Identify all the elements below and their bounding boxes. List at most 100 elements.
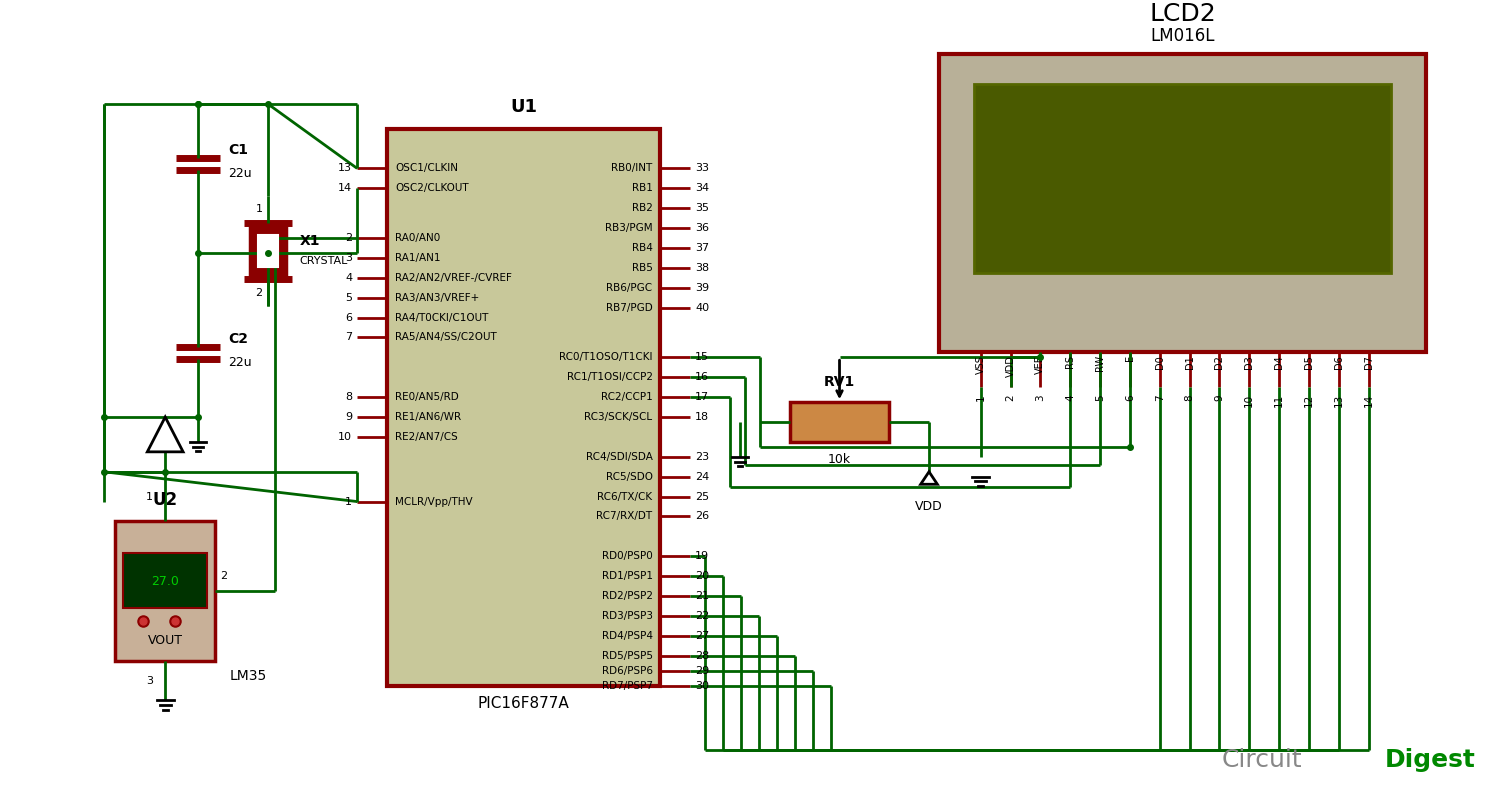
- Text: X1: X1: [300, 234, 320, 248]
- Text: 23: 23: [696, 452, 709, 462]
- Text: RD0/PSP0: RD0/PSP0: [602, 551, 652, 561]
- Text: CRYSTAL: CRYSTAL: [300, 256, 348, 266]
- Text: 8: 8: [345, 392, 352, 402]
- Text: VSS: VSS: [975, 356, 986, 375]
- Text: RE0/AN5/RD: RE0/AN5/RD: [394, 392, 459, 402]
- Text: 7: 7: [1155, 394, 1164, 401]
- Text: RB4: RB4: [632, 243, 652, 253]
- Text: RC4/SDI/SDA: RC4/SDI/SDA: [585, 452, 652, 462]
- Text: 40: 40: [696, 303, 709, 312]
- Text: 33: 33: [696, 164, 709, 173]
- Text: 20: 20: [696, 571, 709, 581]
- Text: RC0/T1OSO/T1CKI: RC0/T1OSO/T1CKI: [560, 353, 652, 362]
- Text: VDD: VDD: [1005, 356, 1016, 377]
- Text: 19: 19: [696, 551, 709, 561]
- Text: D2: D2: [1215, 356, 1224, 369]
- Text: 3: 3: [1035, 394, 1046, 401]
- Text: 24: 24: [696, 471, 709, 482]
- Text: 26: 26: [696, 512, 709, 522]
- Bar: [123, 553, 207, 608]
- Text: VDD: VDD: [915, 500, 944, 513]
- Text: D4: D4: [1274, 356, 1284, 369]
- Text: U2: U2: [153, 490, 178, 508]
- Text: VOUT: VOUT: [147, 634, 183, 647]
- Text: RA2/AN2/VREF-/CVREF: RA2/AN2/VREF-/CVREF: [394, 273, 512, 283]
- Text: 5: 5: [345, 293, 352, 303]
- Bar: [387, 128, 660, 685]
- Text: 18: 18: [696, 412, 709, 422]
- Text: 30: 30: [696, 681, 709, 690]
- Text: RA5/AN4/SS/C2OUT: RA5/AN4/SS/C2OUT: [394, 332, 496, 342]
- Text: 9: 9: [1215, 394, 1224, 401]
- Text: 6: 6: [1125, 394, 1136, 401]
- Text: 29: 29: [696, 666, 709, 675]
- Text: 14: 14: [1364, 394, 1374, 408]
- Text: 16: 16: [696, 372, 709, 382]
- Text: U1: U1: [510, 98, 537, 116]
- Text: 28: 28: [696, 651, 709, 661]
- Text: 9: 9: [345, 412, 352, 422]
- Text: E: E: [1125, 356, 1136, 361]
- Text: 1: 1: [345, 497, 352, 507]
- Text: D6: D6: [1334, 356, 1344, 369]
- Text: Digest: Digest: [1384, 748, 1476, 772]
- Text: 1: 1: [255, 204, 262, 214]
- Text: 22u: 22u: [228, 167, 252, 180]
- Text: D0: D0: [1155, 356, 1164, 369]
- Text: VEE: VEE: [1035, 356, 1046, 375]
- Text: RD1/PSP1: RD1/PSP1: [602, 571, 652, 581]
- Text: 25: 25: [696, 492, 709, 501]
- Text: 15: 15: [696, 353, 709, 362]
- Text: 10: 10: [1245, 394, 1254, 408]
- Text: RE2/AN7/CS: RE2/AN7/CS: [394, 432, 458, 442]
- Text: 4: 4: [1065, 394, 1076, 401]
- Text: D7: D7: [1364, 356, 1374, 369]
- Text: 2: 2: [255, 288, 262, 297]
- Text: 3: 3: [345, 253, 352, 263]
- Text: D3: D3: [1245, 356, 1254, 369]
- Text: 27.0: 27.0: [152, 575, 178, 588]
- Text: 21: 21: [696, 591, 709, 601]
- Text: RC6/TX/CK: RC6/TX/CK: [597, 492, 652, 501]
- Text: RD7/PSP7: RD7/PSP7: [602, 681, 652, 690]
- Text: 2: 2: [1005, 394, 1016, 401]
- Text: 2: 2: [220, 571, 226, 581]
- Text: Circuit: Circuit: [1221, 748, 1302, 772]
- Text: D1: D1: [1185, 356, 1194, 369]
- Text: RS: RS: [1065, 356, 1076, 368]
- Text: RA1/AN1: RA1/AN1: [394, 253, 441, 263]
- Text: 1: 1: [147, 492, 153, 501]
- Text: RC2/CCP1: RC2/CCP1: [602, 392, 652, 402]
- Text: RE1/AN6/WR: RE1/AN6/WR: [394, 412, 460, 422]
- Text: 13: 13: [338, 164, 352, 173]
- Text: RB5: RB5: [632, 263, 652, 273]
- Text: 10: 10: [338, 432, 352, 442]
- Text: MCLR/Vpp/THV: MCLR/Vpp/THV: [394, 497, 472, 507]
- Text: RB6/PGC: RB6/PGC: [606, 283, 652, 293]
- Text: 37: 37: [696, 243, 709, 253]
- Text: 3: 3: [147, 675, 153, 685]
- Bar: [790, 402, 889, 442]
- Text: RA0/AN0: RA0/AN0: [394, 233, 439, 243]
- Text: 11: 11: [1274, 394, 1284, 408]
- Text: RV1: RV1: [824, 375, 855, 390]
- Text: RD3/PSP3: RD3/PSP3: [602, 611, 652, 621]
- Text: 39: 39: [696, 283, 709, 293]
- Text: RB2: RB2: [632, 203, 652, 213]
- Text: RD6/PSP6: RD6/PSP6: [602, 666, 652, 675]
- Text: RD5/PSP5: RD5/PSP5: [602, 651, 652, 661]
- Text: RB7/PGD: RB7/PGD: [606, 303, 652, 312]
- Text: RC3/SCK/SCL: RC3/SCK/SCL: [585, 412, 652, 422]
- Bar: [974, 84, 1392, 273]
- Text: RC5/SDO: RC5/SDO: [606, 471, 652, 482]
- Text: RB1: RB1: [632, 183, 652, 194]
- Text: 35: 35: [696, 203, 709, 213]
- Text: LCD2: LCD2: [1149, 2, 1216, 26]
- Text: OSC2/CLKOUT: OSC2/CLKOUT: [394, 183, 468, 194]
- Text: 12: 12: [1304, 394, 1314, 408]
- Text: RW: RW: [1095, 356, 1106, 371]
- Text: OSC1/CLKIN: OSC1/CLKIN: [394, 164, 458, 173]
- Text: 34: 34: [696, 183, 709, 194]
- Bar: [116, 522, 214, 661]
- Text: 7: 7: [345, 332, 352, 342]
